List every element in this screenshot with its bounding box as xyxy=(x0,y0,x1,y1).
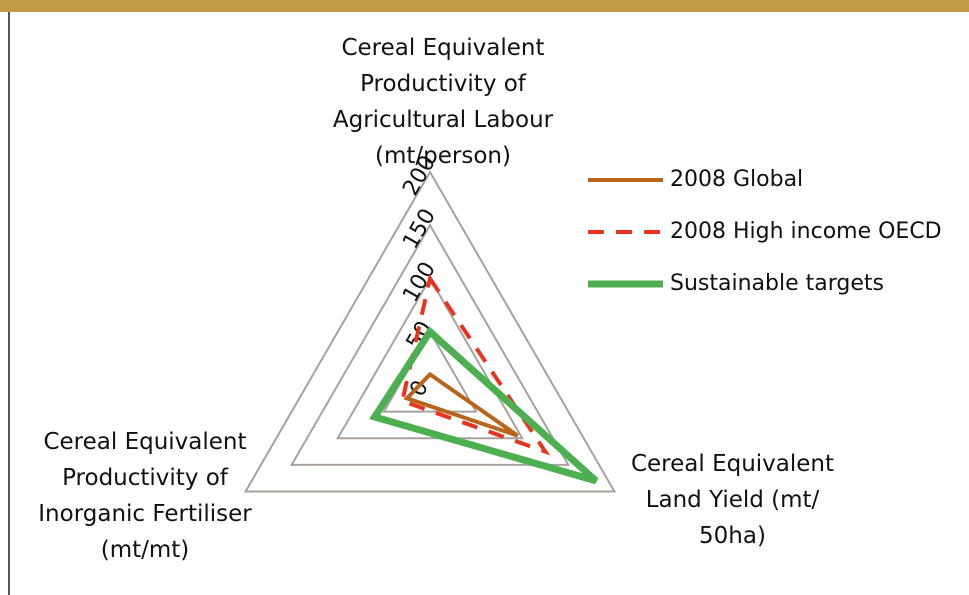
series-line xyxy=(403,371,519,438)
grid-ring xyxy=(336,276,524,440)
grid-ring xyxy=(382,329,478,413)
axis-label: Cereal Equivalent Productivity of Inorga… xyxy=(38,429,252,563)
grid-ring xyxy=(289,223,571,466)
left-border xyxy=(8,12,10,595)
legend-label: 2008 High income OECD xyxy=(670,219,942,244)
axis-label: Cereal Equivalent Land Yield (mt/ 50ha) xyxy=(630,451,835,549)
legend-label: Sustainable targets xyxy=(670,271,884,296)
grid-ring xyxy=(243,170,617,493)
tick-label: 150 xyxy=(398,205,441,254)
series-line xyxy=(369,326,599,485)
axis-label: Cereal Equivalent Productivity of Agricu… xyxy=(332,35,554,169)
series-line xyxy=(399,273,551,456)
header-bar xyxy=(0,0,969,12)
legend-label: 2008 Global xyxy=(670,167,803,192)
